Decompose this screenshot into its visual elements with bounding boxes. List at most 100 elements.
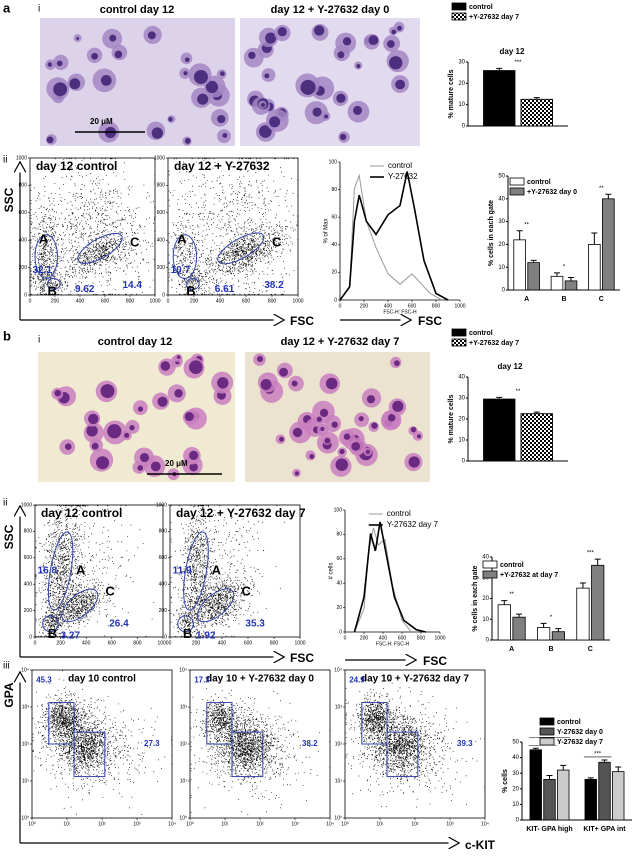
axis-label: c-KIT (465, 838, 496, 852)
error-bar (555, 628, 562, 632)
x-tick-label: 600 (108, 640, 117, 646)
legend-swatch (451, 328, 467, 337)
nucleus (193, 70, 208, 85)
error-bar (594, 558, 601, 566)
bar (557, 769, 570, 821)
nucleus (309, 454, 315, 459)
x-tick-label: 800 (133, 640, 142, 646)
plot-title: day 10 + Y-27632 day 0 (206, 674, 314, 685)
axis-label: FSC (290, 651, 314, 665)
nucleus (335, 458, 349, 471)
error-bar (560, 764, 567, 771)
gate (231, 731, 264, 778)
legend-label: Y-27632 day 7 (557, 739, 603, 746)
x-tick-label: 800 (432, 303, 441, 309)
image-title: control day 12 (100, 4, 175, 16)
legend-swatch (539, 737, 555, 746)
legend-swatch (451, 2, 467, 11)
gate (61, 588, 99, 622)
nucleus (184, 412, 194, 422)
y-tick-label: 10¹ (180, 778, 188, 784)
nucleus (391, 29, 397, 35)
nucleus (368, 35, 379, 46)
nucleus (320, 426, 325, 432)
plot-frame (34, 504, 164, 638)
nucleus (100, 75, 112, 86)
error-bar (530, 259, 537, 263)
bar (584, 779, 597, 821)
error-bar (591, 232, 598, 245)
bar (564, 280, 578, 291)
gate-percent: 9.62 (75, 284, 95, 295)
nucleus (197, 93, 209, 105)
x-tick-label: 10⁰ (341, 821, 349, 827)
y-tick-label: 10³ (335, 704, 343, 710)
y-tick-label: 20 (512, 786, 519, 792)
image-title: control day 12 (98, 336, 173, 348)
nucleus (217, 377, 229, 389)
x-tick-label: C (588, 646, 593, 653)
gate-percent: 39.3 (457, 739, 473, 748)
y-axis-label: # cells (329, 562, 335, 579)
legend-label: control (387, 509, 411, 518)
bar (591, 564, 605, 641)
gate-label: B (48, 284, 57, 299)
y-tick-label: 800 (19, 183, 28, 189)
plot-title: day 12 control (41, 506, 122, 520)
y-tick-label: 30 (512, 771, 519, 777)
nucleus (184, 57, 190, 63)
x-tick-label: 400 (76, 298, 85, 304)
y-tick-label: 10⁰ (179, 815, 187, 821)
gate (177, 615, 194, 633)
y-tick-label: 200 (24, 608, 33, 614)
significance: *** (594, 752, 602, 758)
x-tick-label: 200 (56, 640, 65, 646)
y-axis-label: % mature cells (448, 394, 455, 443)
bar (529, 749, 542, 821)
chart-title: day 12 (500, 47, 525, 56)
plot-title: day 12 control (36, 159, 117, 173)
x-tick-label: 1000 (292, 298, 303, 304)
significance: * (563, 264, 566, 270)
nucleus (168, 117, 173, 122)
events (170, 505, 301, 637)
y-tick-label: 800 (159, 529, 168, 535)
significance: ** (509, 592, 514, 598)
y-axis-label: % cells in each gate (472, 565, 479, 631)
y-tick-label: 0 (162, 292, 165, 298)
y-tick-label: 100 (334, 507, 343, 513)
axis-label: FSC (423, 654, 447, 668)
nucleus (217, 114, 226, 124)
y-tick-label: 40 (336, 581, 342, 587)
nucleus (389, 56, 403, 70)
nucleus (336, 93, 346, 103)
nucleus (256, 355, 263, 362)
x-tick-label: 10⁴ (326, 821, 334, 827)
nucleus (387, 413, 396, 422)
y-tick-label: 60 (331, 215, 337, 221)
significance: *** (587, 551, 595, 557)
gate-percent: 3.27 (61, 630, 81, 641)
nucleus (337, 51, 345, 59)
gate (386, 731, 419, 778)
legend-label: control (557, 719, 581, 726)
y-tick-label: 0 (516, 818, 520, 824)
nucleus (342, 37, 352, 46)
plot-title: day 10 + Y-27632 day 7 (361, 674, 469, 685)
y-tick-label: 10¹ (335, 778, 343, 784)
y-tick-label: 40 (512, 755, 519, 761)
axes (339, 162, 460, 301)
bar (598, 761, 611, 821)
nucleus (292, 427, 303, 438)
gate (73, 731, 106, 778)
y-tick-label: 0 (164, 634, 167, 640)
x-tick-label: 600 (244, 640, 253, 646)
events (168, 158, 299, 295)
y-tick-label: 10 (458, 102, 465, 108)
error-bar (605, 193, 612, 199)
x-tick-label: B (561, 296, 566, 303)
bar (550, 275, 564, 291)
nucleus (277, 27, 287, 37)
y-axis-label: % cells in each gate (488, 200, 495, 266)
